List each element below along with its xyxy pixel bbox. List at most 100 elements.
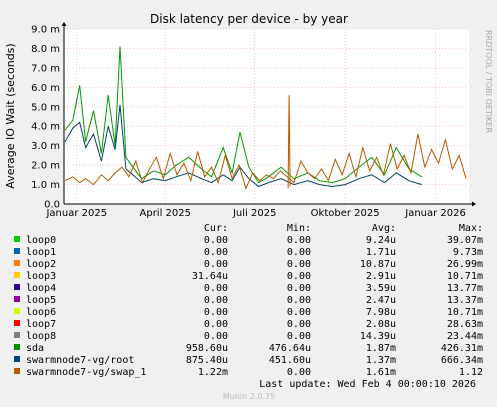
legend-name: loop2: [26, 259, 56, 270]
legend-avg-value: 14.39u: [360, 331, 396, 342]
legend-cur-value: 875.40u: [186, 355, 228, 366]
y-tick-label: 3.0 m: [31, 141, 60, 152]
legend-avg-value: 7.98u: [366, 307, 396, 318]
legend-header-cur: Cur:: [204, 223, 228, 234]
x-tick-label: Januar 2026: [404, 208, 466, 219]
x-tick-label: Juli 2025: [232, 208, 276, 219]
y-tick-label: 0.0: [44, 200, 60, 211]
legend-cur-value: 0.00: [204, 295, 228, 306]
legend-swatch: [14, 260, 20, 266]
legend-swatch: [14, 284, 20, 290]
x-axis-arrow: [472, 201, 476, 207]
legend-min-value: 0.00: [287, 307, 311, 318]
legend-avg-value: 10.87u: [360, 259, 396, 270]
series-line-swap-spike: [287, 95, 291, 189]
legend-min-value: 0.00: [287, 259, 311, 270]
last-update: Last update: Wed Feb 4 00:00:10 2026: [259, 379, 476, 390]
legend-header-max: Max:: [459, 223, 483, 234]
x-tick-label: April 2025: [140, 208, 191, 219]
legend-swatch: [14, 356, 20, 362]
legend-max-value: 1.12: [459, 367, 483, 378]
legend-name: loop7: [26, 319, 56, 330]
x-tick-label: Januar 2025: [45, 208, 107, 219]
x-tick-label: Oktober 2025: [311, 208, 380, 219]
legend-avg-value: 1.61m: [366, 367, 396, 378]
series-line-swarmnode7-vg-swap-1: [64, 133, 467, 190]
legend-cur-value: 0.00: [204, 259, 228, 270]
y-tick-label: 4.0 m: [31, 122, 60, 133]
legend-max-value: 10.71m: [447, 271, 483, 282]
legend-max-value: 426.31m: [441, 343, 483, 354]
legend-max-value: 26.99m: [447, 259, 483, 270]
legend-cur-value: 0.00: [204, 283, 228, 294]
legend-header-avg: Avg:: [372, 223, 396, 234]
legend-cur-value: 0.00: [204, 247, 228, 258]
y-tick-label: 7.0 m: [31, 63, 60, 74]
legend-min-value: 0.00: [287, 247, 311, 258]
legend-cur-value: 0.00: [204, 319, 228, 330]
legend-swatch: [14, 368, 20, 374]
legend-cur-value: 31.64u: [192, 271, 228, 282]
legend-swatch: [14, 296, 20, 302]
legend-swatch: [14, 332, 20, 338]
legend-min-value: 0.00: [287, 367, 311, 378]
legend-min-value: 476.64u: [269, 343, 311, 354]
legend-max-value: 28.63m: [447, 319, 483, 330]
legend-avg-value: 1.71u: [366, 247, 396, 258]
legend-avg-value: 2.91u: [366, 271, 396, 282]
series-line-sda: [64, 46, 423, 184]
legend-max-value: 13.77m: [447, 283, 483, 294]
legend-avg-value: 9.24u: [366, 235, 396, 246]
legend-min-value: 451.60u: [269, 355, 311, 366]
legend-name: loop0: [26, 235, 56, 246]
y-tick-label: 2.0 m: [31, 161, 60, 172]
y-tick-label: 1.0 m: [31, 180, 60, 191]
legend-cur-value: 0.00: [204, 331, 228, 342]
legend-name: swarmnode7-vg/swap_1: [26, 367, 146, 378]
legend-name: sda: [26, 343, 44, 354]
legend-max-value: 13.37m: [447, 295, 483, 306]
legend-name: loop5: [26, 295, 56, 306]
munin-version: Munin 2.0.75: [223, 392, 275, 401]
y-tick-label: 9.0 m: [31, 25, 60, 36]
legend-name: loop4: [26, 283, 56, 294]
chart-title: Disk latency per device - by year: [150, 12, 348, 26]
legend-min-value: 0.00: [287, 331, 311, 342]
rrdtool-credit: RRDTOOL / TOBI OETIKER: [484, 30, 493, 133]
y-axis-arrow: [61, 22, 67, 26]
legend-min-value: 0.00: [287, 319, 311, 330]
legend-avg-value: 1.87m: [366, 343, 396, 354]
series-line-swarmnode7-vg-root: [64, 104, 422, 188]
legend-max-value: 10.71m: [447, 307, 483, 318]
legend-cur-value: 1.22m: [198, 367, 228, 378]
legend-swatch: [14, 236, 20, 242]
legend-min-value: 0.00: [287, 283, 311, 294]
legend-avg-value: 2.47u: [366, 295, 396, 306]
legend-name: loop8: [26, 331, 56, 342]
legend-min-value: 0.00: [287, 271, 311, 282]
y-tick-label: 6.0 m: [31, 83, 60, 94]
legend-cur-value: 0.00: [204, 235, 228, 246]
legend-max-value: 23.44m: [447, 331, 483, 342]
y-tick-label: 5.0 m: [31, 102, 60, 113]
legend-swatch: [14, 272, 20, 278]
legend-swatch: [14, 320, 20, 326]
legend-min-value: 0.00: [287, 235, 311, 246]
legend-name: loop6: [26, 307, 56, 318]
legend-avg-value: 2.08u: [366, 319, 396, 330]
legend-swatch: [14, 344, 20, 350]
legend-max-value: 39.07m: [447, 235, 483, 246]
y-tick-label: 8.0 m: [31, 44, 60, 55]
legend-max-value: 666.34m: [441, 355, 483, 366]
legend-name: loop1: [26, 247, 56, 258]
y-axis-label: Average IO Wait (seconds): [4, 43, 17, 188]
legend-swatch: [14, 308, 20, 314]
legend-cur-value: 0.00: [204, 307, 228, 318]
legend-name: loop3: [26, 271, 56, 282]
legend-avg-value: 3.59u: [366, 283, 396, 294]
legend-name: swarmnode7-vg/root: [26, 355, 134, 366]
legend-cur-value: 958.60u: [186, 343, 228, 354]
legend-max-value: 9.73m: [453, 247, 483, 258]
legend-avg-value: 1.37m: [366, 355, 396, 366]
